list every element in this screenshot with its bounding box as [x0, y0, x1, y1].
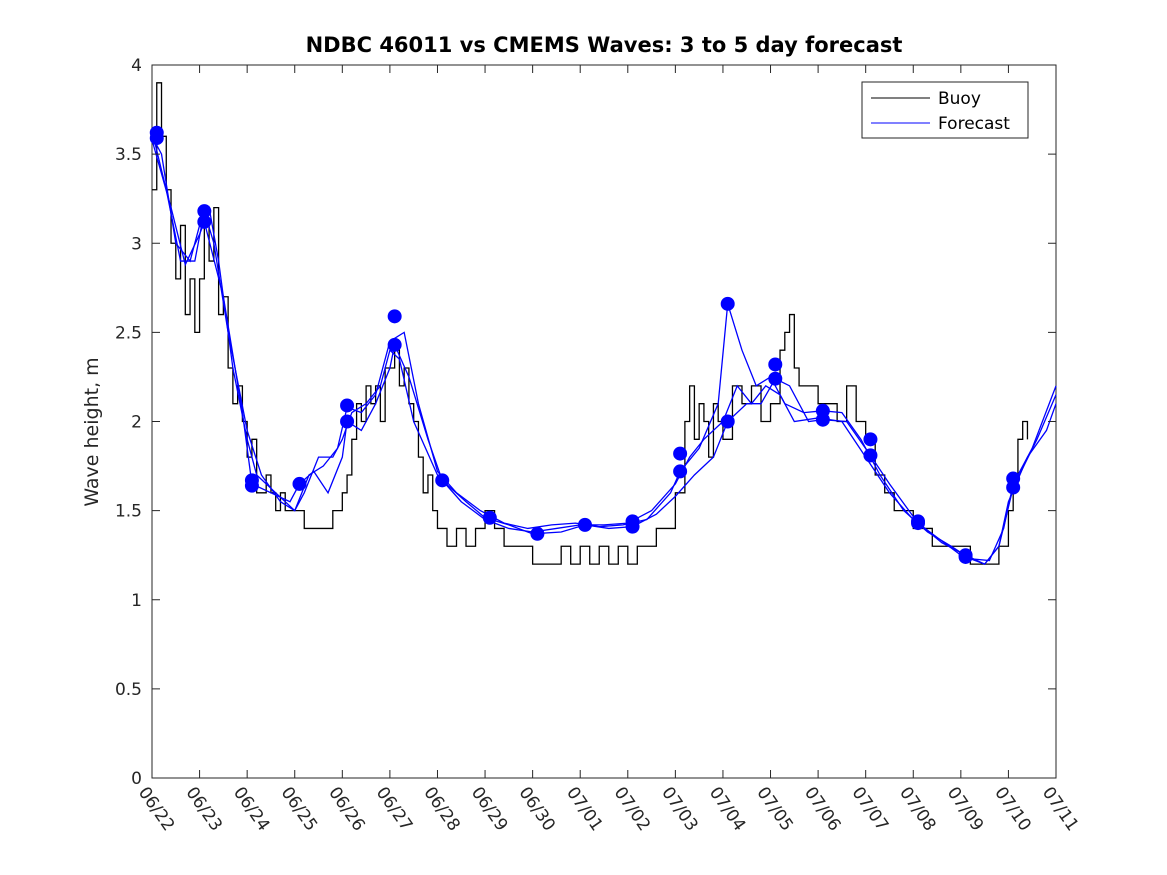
- y-tick-label: 3: [131, 234, 142, 254]
- y-axis: 0 0.5 1 1.5 2 2.5 3 3.5 4: [115, 56, 1056, 789]
- forecast-marker: [1006, 480, 1021, 495]
- forecast-marker: [530, 526, 545, 541]
- y-tick-label: 2.5: [115, 323, 142, 343]
- forecast-marker: [435, 473, 450, 488]
- y-tick-label: 0.5: [115, 680, 142, 700]
- series-forecast-line-2: [151, 130, 1057, 562]
- chart-title: NDBC 46011 vs CMEMS Waves: 3 to 5 day fo…: [306, 33, 903, 57]
- series-buoy-line: [152, 82, 1029, 565]
- forecast-marker: [958, 549, 973, 564]
- y-tick-label: 1.5: [115, 502, 142, 522]
- forecast-marker: [720, 414, 735, 429]
- forecast-marker: [815, 412, 830, 427]
- y-axis-label: Wave height, m: [81, 357, 103, 506]
- forecast-marker: [387, 309, 402, 324]
- series-forecast-line-3: [151, 139, 1057, 565]
- plot-area: [149, 64, 1057, 779]
- forecast-marker: [863, 448, 878, 463]
- forecast-marker: [482, 510, 497, 525]
- legend-buoy-label: Buoy: [938, 89, 981, 109]
- forecast-marker: [244, 478, 259, 493]
- y-tick-label: 2: [131, 413, 142, 433]
- forecast-marker: [340, 398, 355, 413]
- y-tick-label: 1: [131, 591, 142, 611]
- forecast-marker: [911, 516, 926, 531]
- forecast-marker: [673, 464, 688, 479]
- forecast-marker: [768, 371, 783, 386]
- forecast-marker: [197, 214, 212, 229]
- y-tick-label: 4: [131, 56, 142, 76]
- forecast-marker: [625, 519, 640, 534]
- forecast-marker: [292, 476, 307, 491]
- legend: Buoy Forecast: [861, 81, 1029, 139]
- forecast-marker: [577, 517, 592, 532]
- series-forecast-line-1: [151, 135, 1057, 565]
- legend-forecast-label: Forecast: [938, 114, 1010, 134]
- forecast-marker: [768, 357, 783, 372]
- forecast-marker: [387, 337, 402, 352]
- forecast-marker: [149, 131, 164, 146]
- legend-box: [861, 81, 1029, 139]
- y-tick-label: 3.5: [115, 145, 142, 165]
- forecast-marker: [673, 446, 688, 461]
- y-tick-label: 0: [131, 769, 142, 789]
- forecast-marker: [863, 432, 878, 447]
- forecast-marker: [720, 296, 735, 311]
- forecast-marker: [340, 414, 355, 429]
